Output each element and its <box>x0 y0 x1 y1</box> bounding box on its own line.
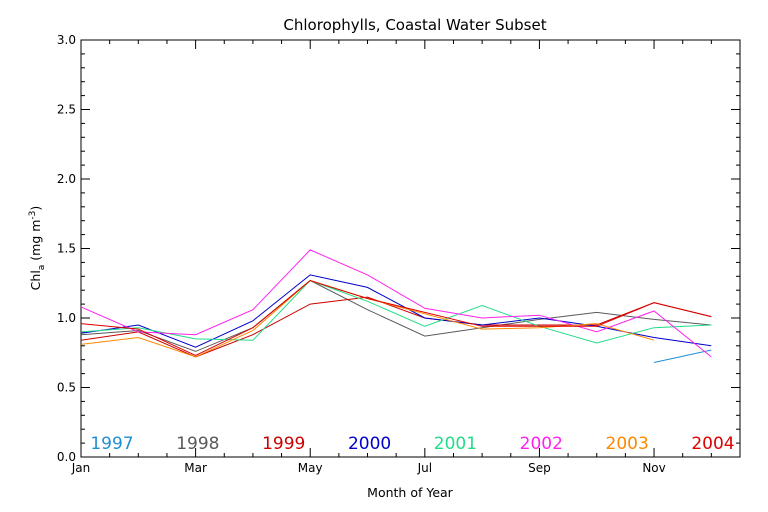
series-line-1998 <box>80 279 712 352</box>
legend-entry-2003: 2003 <box>606 434 649 454</box>
legend-entry-1997: 1997 <box>90 434 133 454</box>
series-line-1999 <box>80 296 712 358</box>
legend-entry-1998: 1998 <box>176 434 219 454</box>
legend-entry-2002: 2002 <box>520 434 563 454</box>
y-tick-label: 3.0 <box>57 33 76 47</box>
series-line-2001 <box>80 279 712 344</box>
series-line-1997 <box>653 349 712 363</box>
series-layer <box>80 249 712 363</box>
legend-entry-1999: 1999 <box>262 434 305 454</box>
legend-entry-2004: 2004 <box>691 434 734 454</box>
x-tick-label: Sep <box>528 461 551 475</box>
series-1998 <box>80 279 712 352</box>
series-2001 <box>80 279 712 344</box>
x-tick-label: Nov <box>642 461 665 475</box>
x-tick-label: Jul <box>417 461 432 475</box>
x-tick-label: Mar <box>184 461 207 475</box>
series-1999 <box>80 296 712 358</box>
y-axis-label-base: Chl <box>28 270 43 290</box>
legend-entry-2000: 2000 <box>348 434 391 454</box>
series-1997 <box>653 349 712 363</box>
chart-title: Chlorophylls, Coastal Water Subset <box>283 16 546 34</box>
series-line-2003 <box>80 279 655 358</box>
y-axis-label-sub: a <box>37 265 47 271</box>
x-tick-label: Jan <box>71 461 91 475</box>
series-2000 <box>80 274 712 348</box>
legend: 1997 1998 1999 2000 2001 2002 2003 2004 <box>90 434 734 454</box>
series-2004 <box>80 279 712 357</box>
y-axis-label-close: ) <box>28 206 43 211</box>
ticks-layer: 0.0 0.5 1.0 1.5 2.0 2.5 3.0 Jan Mar May Jul Sep Nov <box>57 33 741 475</box>
y-tick-label: 2.5 <box>57 103 76 117</box>
y-tick-label: 0.5 <box>57 381 76 395</box>
series-2002 <box>80 249 712 358</box>
series-line-2004 <box>80 279 712 357</box>
y-tick-label: 2.0 <box>57 172 76 186</box>
series-line-2002 <box>80 249 712 358</box>
legend-entry-2001: 2001 <box>434 434 477 454</box>
y-tick-label: 1.0 <box>57 311 76 325</box>
plot-frame <box>80 39 741 458</box>
x-tick-label: May <box>298 461 323 475</box>
y-tick-label: 1.5 <box>57 242 76 256</box>
y-axis-label-sup: -3 <box>28 211 38 220</box>
series-2003 <box>80 279 655 358</box>
y-axis-label-units: (mg m <box>28 220 43 265</box>
series-line-2000 <box>80 274 712 348</box>
y-axis-label: Chla (mg m-3) <box>28 206 47 291</box>
y-tick-label: 0.0 <box>57 450 76 464</box>
x-axis-label: Month of Year <box>367 485 453 500</box>
